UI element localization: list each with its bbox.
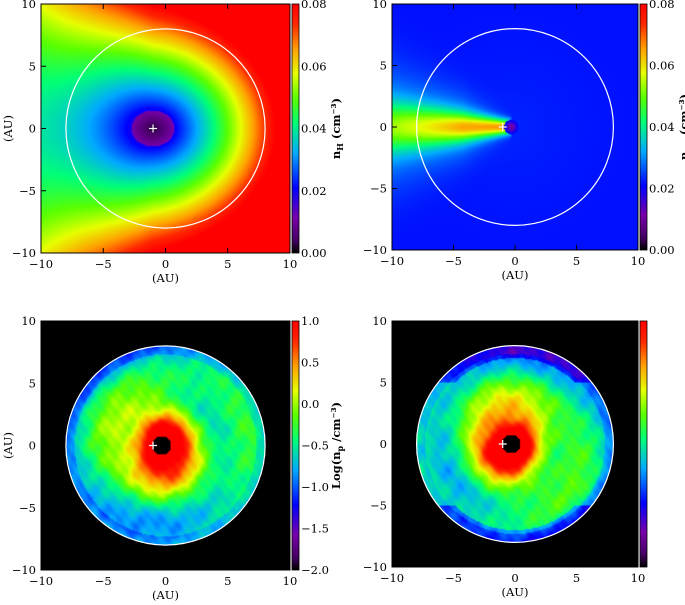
y-tick-label: 5 [29, 59, 36, 73]
panel-top-left: −10 −5 0 5 10 (AU) 10 5 0 −5 −10 (AU) 0.00 0.02 0.04 0.… [1, 0, 345, 285]
colorbar-frame [639, 3, 648, 251]
y-tick-label: −5 [370, 499, 387, 513]
colorbar-frame [291, 320, 300, 571]
y-tick-label: −10 [12, 563, 36, 577]
colorbar-tick-label: −0.5 [301, 439, 329, 453]
colorbar-label: Log(np /cm⁻³) [329, 402, 345, 489]
y-tick-label: −5 [19, 501, 36, 515]
x-tick-label: 10 [631, 254, 646, 268]
x-tick-label: 5 [573, 254, 580, 268]
x-tick-label: 0 [162, 257, 169, 271]
y-tick-label: 0 [380, 437, 387, 451]
y-axis-label: (AU) [1, 115, 15, 142]
boundary-circle [416, 345, 615, 544]
y-tick-label: 10 [372, 0, 387, 11]
x-tick-label: 5 [224, 257, 231, 271]
colorbar-tick-label: 0.06 [301, 59, 327, 73]
panel-top-right: −10 −5 0 5 10 (AU) 10 5 0 −5 −10 0.00 0.02 0.04 0.06 0.… [363, 0, 685, 282]
heatmap-image [41, 4, 290, 253]
sun-cross-marker [498, 440, 507, 448]
x-tick-label: 0 [511, 254, 518, 268]
colorbar-tick-label: 0.04 [649, 120, 675, 134]
boundary-circle [65, 345, 266, 546]
x-tick-label: −5 [95, 574, 112, 588]
colorbar-tick-label: 0.06 [649, 59, 675, 73]
y-tick-label: 0 [29, 439, 36, 453]
sun-cross-marker [498, 123, 507, 131]
y-axis-label: (AU) [1, 432, 15, 459]
colorbar-tick-label: 0.02 [649, 182, 675, 196]
x-tick-label: 10 [283, 574, 298, 588]
y-tick-label: 0 [29, 122, 36, 136]
colorbar-tick-label: 0.00 [301, 246, 327, 260]
x-tick-label: 5 [573, 571, 580, 585]
colorbar-tick-label: 0.08 [649, 0, 675, 11]
heatmap-image [392, 321, 638, 567]
colorbar [292, 321, 299, 570]
heatmap-image [41, 321, 290, 570]
panel-bottom-right: −10 −5 0 5 10 (AU) 10 5 0 −5 −10 [363, 314, 648, 599]
colorbar-tick-label: −2.0 [301, 563, 329, 577]
colorbar-tick-label: 1.0 [301, 314, 319, 328]
colorbar-tick-label: −1.0 [301, 480, 329, 494]
x-tick-label: −10 [380, 254, 404, 268]
x-tick-label: 5 [224, 574, 231, 588]
y-tick-label: −5 [370, 182, 387, 196]
x-axis-label: (AU) [152, 588, 179, 602]
x-tick-label: −5 [445, 571, 462, 585]
x-axis-label: (AU) [152, 271, 179, 285]
y-tick-label: −10 [12, 246, 36, 260]
y-tick-label: −5 [19, 184, 36, 198]
y-tick-label: 10 [21, 314, 36, 328]
y-tick-label: 5 [29, 376, 36, 390]
x-tick-label: 10 [631, 571, 646, 585]
heatmap-image [392, 4, 638, 250]
colorbar-label: nHe (cm⁻³) [677, 94, 685, 160]
x-tick-label: −5 [445, 254, 462, 268]
colorbar [292, 4, 299, 253]
sun-cross-marker [149, 124, 158, 133]
x-tick-label: 0 [162, 574, 169, 588]
y-tick-label: −10 [363, 243, 387, 257]
y-tick-label: 10 [372, 314, 387, 328]
y-tick-label: −10 [363, 560, 387, 574]
x-tick-label: 0 [511, 571, 518, 585]
colorbar-tick-label: 0.00 [649, 243, 675, 257]
y-tick-label: 0 [380, 120, 387, 134]
x-tick-label: −10 [29, 257, 53, 271]
colorbar-tick-label: 0.02 [301, 184, 327, 198]
y-tick-label: 5 [380, 376, 387, 390]
colorbar [640, 321, 647, 567]
colorbar-tick-label: −1.5 [301, 522, 329, 536]
x-tick-label: −5 [95, 257, 112, 271]
x-tick-label: −10 [29, 574, 53, 588]
y-tick-label: 5 [380, 59, 387, 73]
colorbar-tick-label: 0.0 [301, 397, 319, 411]
x-axis-label: (AU) [502, 585, 529, 599]
boundary-circle [416, 27, 615, 227]
colorbar-tick-label: 0.08 [301, 0, 327, 11]
colorbar [640, 4, 647, 250]
y-tick-label: 10 [21, 0, 36, 11]
boundary-circle [65, 28, 266, 229]
colorbar-frame [639, 320, 648, 568]
panel-bottom-left: −10 −5 0 5 10 (AU) 10 5 0 −5 −10 (AU) −2.0 −1.5 −1.0 −0… [1, 314, 345, 602]
x-tick-label: 10 [283, 257, 298, 271]
colorbar-tick-label: 0.04 [301, 122, 327, 136]
colorbar-label: nH (cm⁻³) [329, 98, 345, 159]
colorbar-frame [291, 3, 300, 254]
x-tick-label: −10 [380, 571, 404, 585]
colorbar-tick-label: 0.5 [301, 356, 319, 370]
sun-cross-marker [149, 441, 158, 450]
x-axis-label: (AU) [502, 268, 529, 282]
